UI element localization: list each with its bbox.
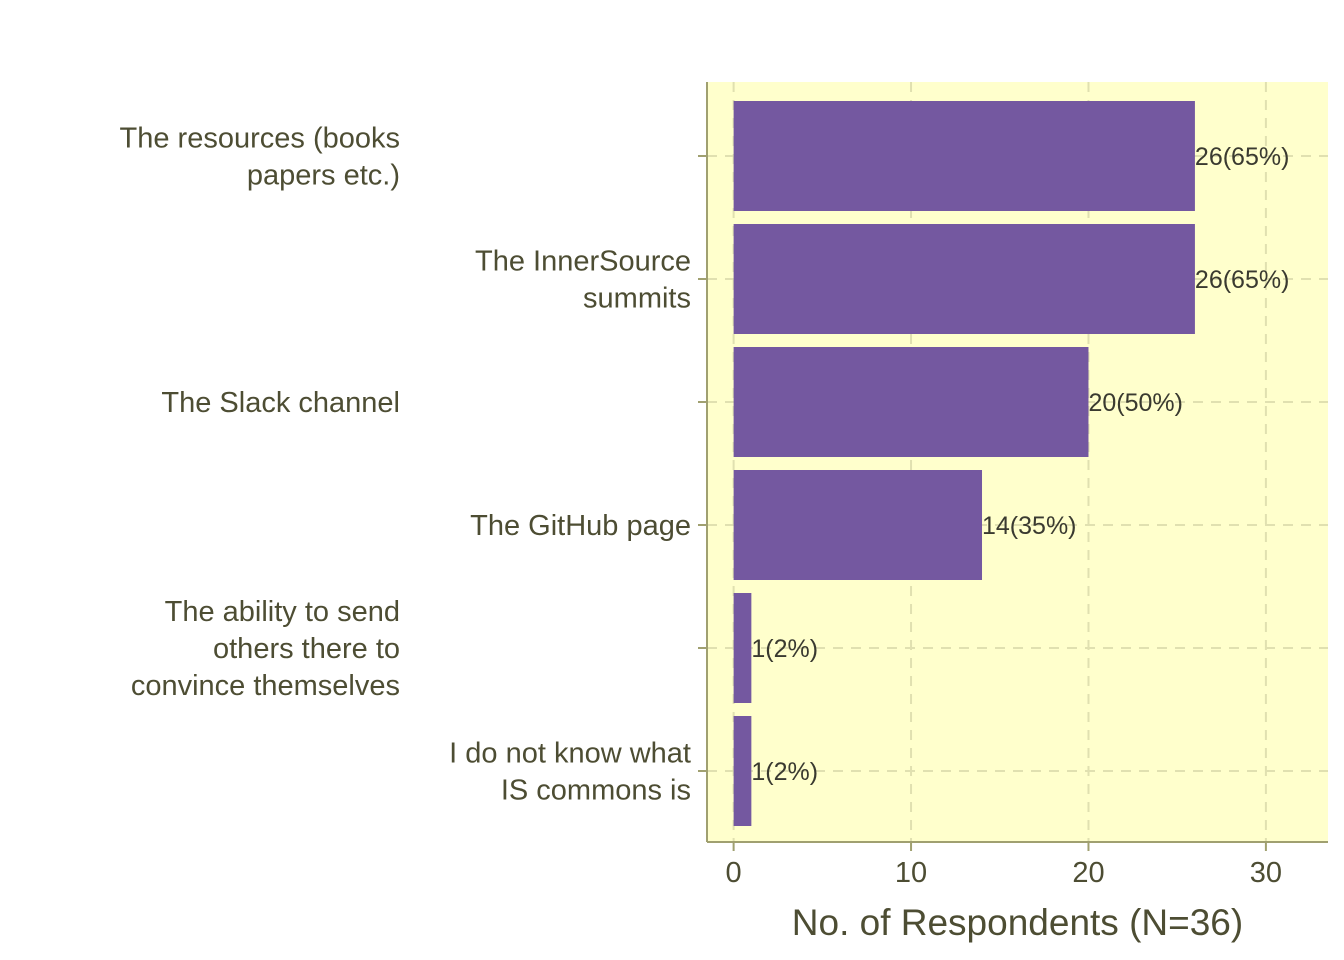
category-label: The InnerSource summits [475, 246, 691, 315]
data-label: 20(50%) [1088, 389, 1183, 417]
x-tick-label: 30 [1250, 857, 1282, 889]
category-label: The resources (books papers etc.) [120, 123, 400, 192]
bar [733, 347, 1089, 457]
category-label: I do not know what IS commons is [449, 738, 691, 807]
category-label-line: summits [583, 283, 691, 315]
data-label: 1(2%) [751, 758, 818, 786]
x-tick-labels: 0 10 20 30 [726, 857, 1282, 889]
category-label-line: convince themselves [131, 670, 400, 702]
data-labels: 26(65%) 26(65%) 20(50%) 14(35%) 1(2%) 1(2%) [751, 143, 1289, 786]
category-label-line: The resources (books [120, 123, 400, 155]
x-tick-label: 0 [726, 857, 742, 889]
data-label: 26(65%) [1195, 266, 1290, 294]
category-label-line: The ability to send [165, 596, 400, 628]
category-label: The ability to send others there to convin… [131, 596, 400, 702]
x-tick-label: 20 [1072, 857, 1104, 889]
x-tick-label: 10 [895, 857, 927, 889]
category-label-line: papers etc.) [247, 160, 400, 192]
bar [733, 716, 752, 826]
category-label-line: The Slack channel [161, 387, 400, 419]
data-label: 26(65%) [1195, 143, 1290, 171]
category-label: The Slack channel [161, 387, 400, 419]
data-label: 1(2%) [751, 635, 818, 663]
x-axis-title: No. of Respondents (N=36) [792, 902, 1243, 943]
data-label: 14(35%) [982, 512, 1077, 540]
category-labels: The resources (books papers etc.) The Inne… [120, 123, 691, 807]
bar [733, 593, 752, 703]
category-label: The GitHub page [470, 510, 691, 542]
category-label-line: The GitHub page [470, 510, 691, 542]
category-label-line: I do not know what [449, 738, 691, 770]
category-label-line: IS commons is [501, 775, 691, 807]
category-label-line: others there to [213, 633, 400, 665]
bar [733, 224, 1195, 334]
axes [698, 82, 1328, 851]
category-label-line: The InnerSource [475, 246, 691, 278]
bar [733, 101, 1195, 211]
bar [733, 470, 983, 580]
bars [733, 101, 1195, 826]
